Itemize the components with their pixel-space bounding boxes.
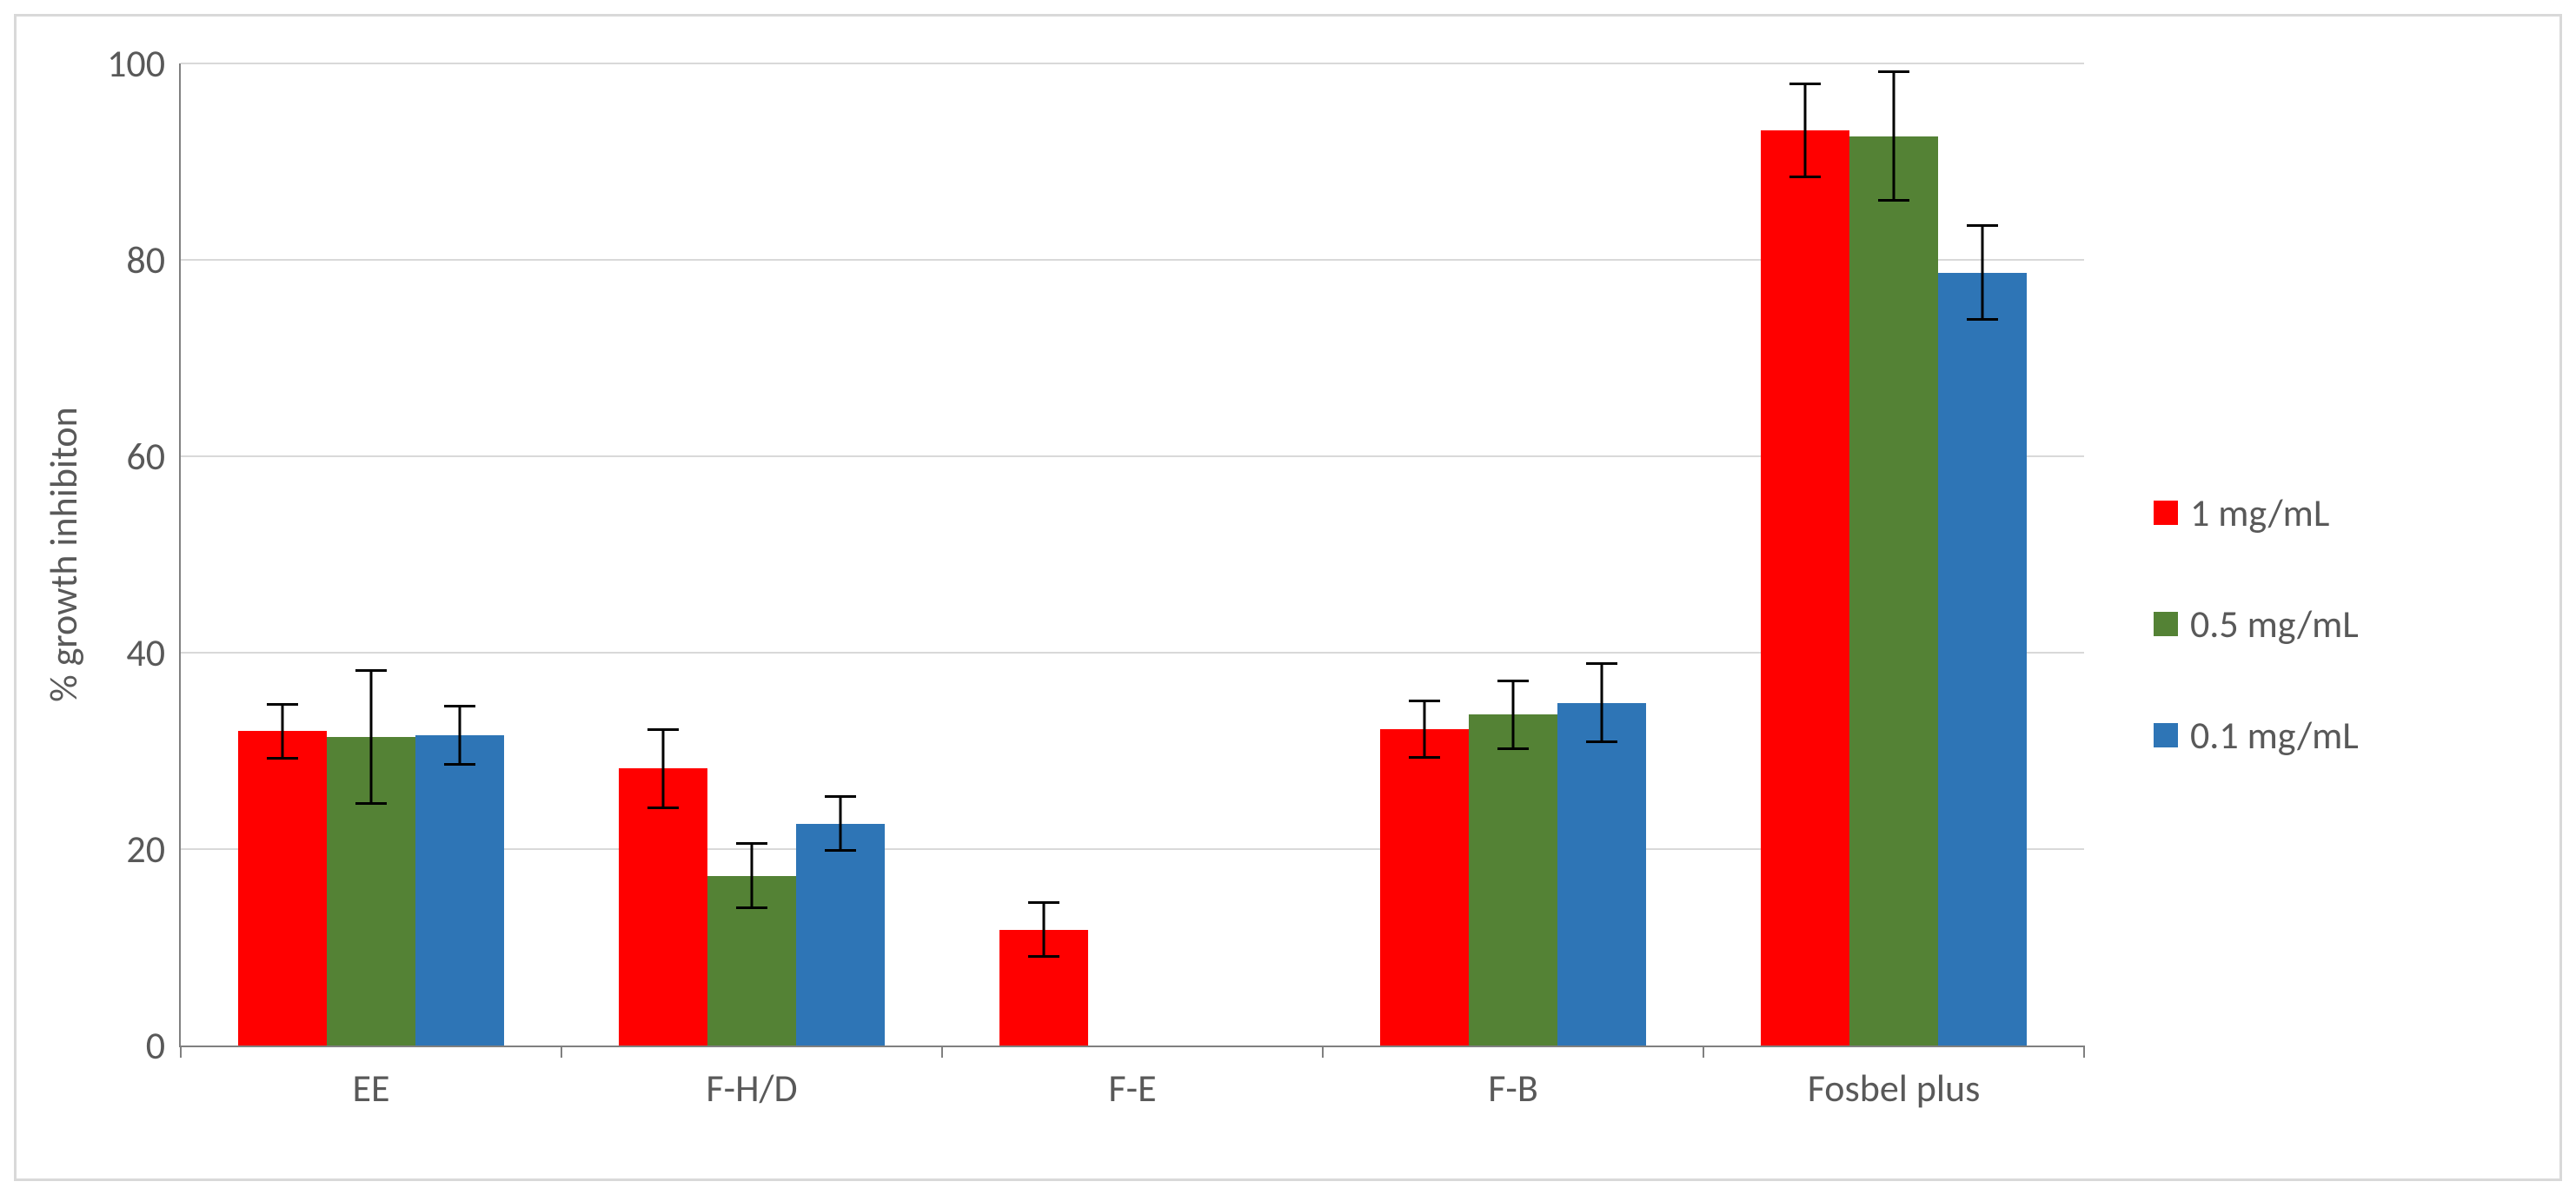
y-tick-label: 80 [126, 236, 181, 283]
x-tick-mark [561, 1046, 562, 1058]
bar [619, 768, 707, 1046]
legend-item: 0.1 mg/mL [2154, 712, 2359, 759]
legend-label: 0.5 mg/mL [2190, 601, 2359, 647]
legend-item: 0.5 mg/mL [2154, 601, 2359, 647]
bar [1469, 714, 1557, 1046]
x-tick-mark [1322, 1046, 1324, 1058]
bar [1557, 703, 1646, 1046]
x-category-label: F-B [1488, 1046, 1538, 1112]
x-category-label: F-E [1108, 1046, 1156, 1112]
legend-label: 0.1 mg/mL [2190, 712, 2359, 759]
y-tick-label: 100 [107, 40, 181, 87]
legend-label: 1 mg/mL [2190, 489, 2329, 536]
bar [999, 930, 1088, 1046]
bar [1938, 273, 2027, 1046]
y-axis-line [179, 63, 181, 1047]
plot-area: 020406080100% growth inhibitonEEF-H/DF-E… [181, 63, 2084, 1046]
grid-line [181, 63, 2084, 64]
y-axis-title: % growth inhibiton [40, 407, 87, 701]
y-tick-label: 20 [126, 826, 181, 873]
chart-frame: 0 20 40 60 80 100 % growth inhibiton EE F-H/D F-E… [14, 14, 2562, 1181]
x-tick-mark [941, 1046, 943, 1058]
y-tick-label: 40 [126, 629, 181, 676]
bar [415, 735, 504, 1046]
bar [1849, 136, 1938, 1046]
bar [1761, 130, 1849, 1046]
bar [238, 731, 327, 1046]
bar [796, 824, 885, 1046]
x-category-label: EE [353, 1046, 390, 1112]
y-tick-label: 0 [146, 1022, 181, 1069]
y-tick-label: 60 [126, 433, 181, 480]
x-tick-mark [2083, 1046, 2085, 1058]
bar [1380, 729, 1469, 1046]
legend-swatch [2154, 723, 2178, 747]
legend: 1 mg/mL 0.5 mg/mL 0.1 mg/mL [2154, 489, 2359, 823]
legend-swatch [2154, 501, 2178, 525]
bar [707, 876, 796, 1046]
x-category-label: F-H/D [706, 1046, 797, 1112]
bar [327, 737, 415, 1046]
legend-swatch [2154, 612, 2178, 636]
x-category-label: Fosbel plus [1808, 1046, 1981, 1112]
x-tick-mark [180, 1046, 182, 1058]
legend-item: 1 mg/mL [2154, 489, 2359, 536]
x-tick-mark [1703, 1046, 1704, 1058]
